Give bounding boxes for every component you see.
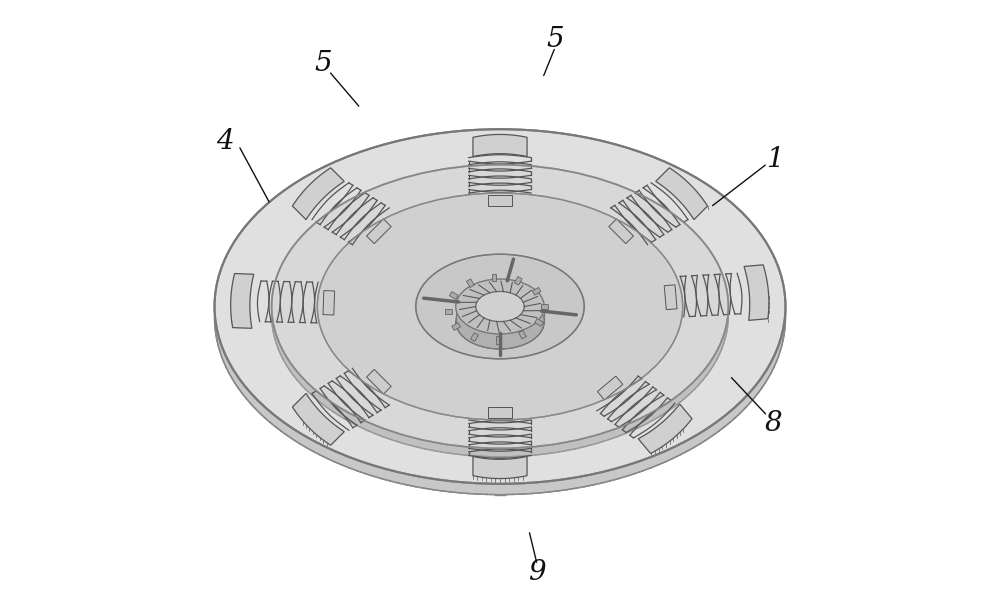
Polygon shape <box>638 404 692 454</box>
Ellipse shape <box>215 140 785 495</box>
Text: 1: 1 <box>766 146 784 172</box>
Bar <box>452 323 460 331</box>
Bar <box>471 333 478 341</box>
Text: 4: 4 <box>216 128 234 154</box>
Text: 5: 5 <box>314 50 332 76</box>
Polygon shape <box>367 219 391 243</box>
Bar <box>519 331 526 339</box>
Bar <box>445 309 452 314</box>
Polygon shape <box>231 273 254 328</box>
Polygon shape <box>597 376 623 400</box>
Text: 8: 8 <box>765 410 782 437</box>
Ellipse shape <box>456 279 544 334</box>
Ellipse shape <box>272 165 728 448</box>
Bar <box>449 291 458 299</box>
Polygon shape <box>367 370 391 394</box>
Bar <box>532 287 541 295</box>
Text: 9: 9 <box>528 559 546 585</box>
Ellipse shape <box>215 129 785 484</box>
Polygon shape <box>473 135 527 156</box>
Polygon shape <box>664 285 677 310</box>
Ellipse shape <box>416 254 584 359</box>
Bar <box>514 276 522 285</box>
Ellipse shape <box>456 294 544 349</box>
Bar <box>492 274 496 281</box>
Text: 5: 5 <box>546 26 564 52</box>
Polygon shape <box>473 457 527 478</box>
Polygon shape <box>744 265 769 320</box>
Polygon shape <box>656 168 708 219</box>
Polygon shape <box>488 195 512 206</box>
Polygon shape <box>488 407 512 418</box>
Polygon shape <box>292 394 344 445</box>
Bar <box>466 279 474 287</box>
Ellipse shape <box>476 291 524 322</box>
Ellipse shape <box>317 193 683 420</box>
Polygon shape <box>323 291 335 315</box>
Ellipse shape <box>272 173 728 457</box>
Polygon shape <box>292 168 344 219</box>
Polygon shape <box>609 219 633 243</box>
Bar <box>535 319 543 326</box>
Bar <box>541 304 548 309</box>
Bar <box>496 337 501 344</box>
